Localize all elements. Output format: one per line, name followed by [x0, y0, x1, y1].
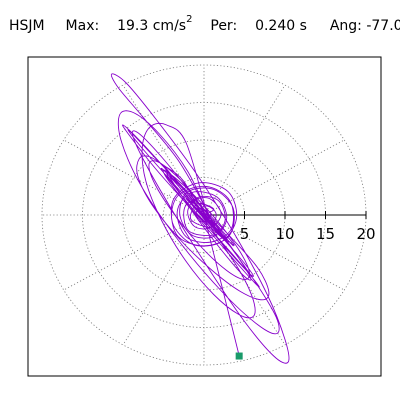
max-label: Max:	[65, 17, 100, 34]
per-value: 0.240 s	[255, 17, 307, 34]
grid-spoke-60	[203, 84, 286, 216]
grid-spoke-150	[63, 139, 205, 216]
radial-tick-label-10: 10	[275, 225, 294, 243]
radial-tick-label-5: 5	[240, 225, 250, 243]
max-unit-base: cm/s	[152, 17, 187, 34]
motion-trace	[110, 73, 290, 364]
max-value: 19.3	[117, 17, 149, 34]
marker-layer	[235, 352, 243, 360]
plot-frame	[27, 56, 382, 377]
max-unit-exponent: 2	[186, 14, 193, 25]
max-unit: cm/s2	[153, 12, 193, 36]
plot-header: HSJM Max: 19.3 cm/s2 Per: 0.240 s Ang: -…	[9, 12, 400, 36]
ang-label: Ang:	[329, 17, 362, 34]
radial-tick-label-20: 20	[356, 225, 375, 243]
radial-axis: 5 10 15 20	[204, 211, 376, 243]
station-code: HSJM	[9, 17, 45, 34]
radial-tick-label-15: 15	[316, 225, 335, 243]
max-amplitude-marker	[235, 352, 243, 360]
motion-series	[110, 73, 290, 364]
ang-value: -77.0	[366, 17, 400, 34]
grid-spoke-240	[122, 214, 205, 346]
per-label: Per:	[210, 17, 238, 34]
